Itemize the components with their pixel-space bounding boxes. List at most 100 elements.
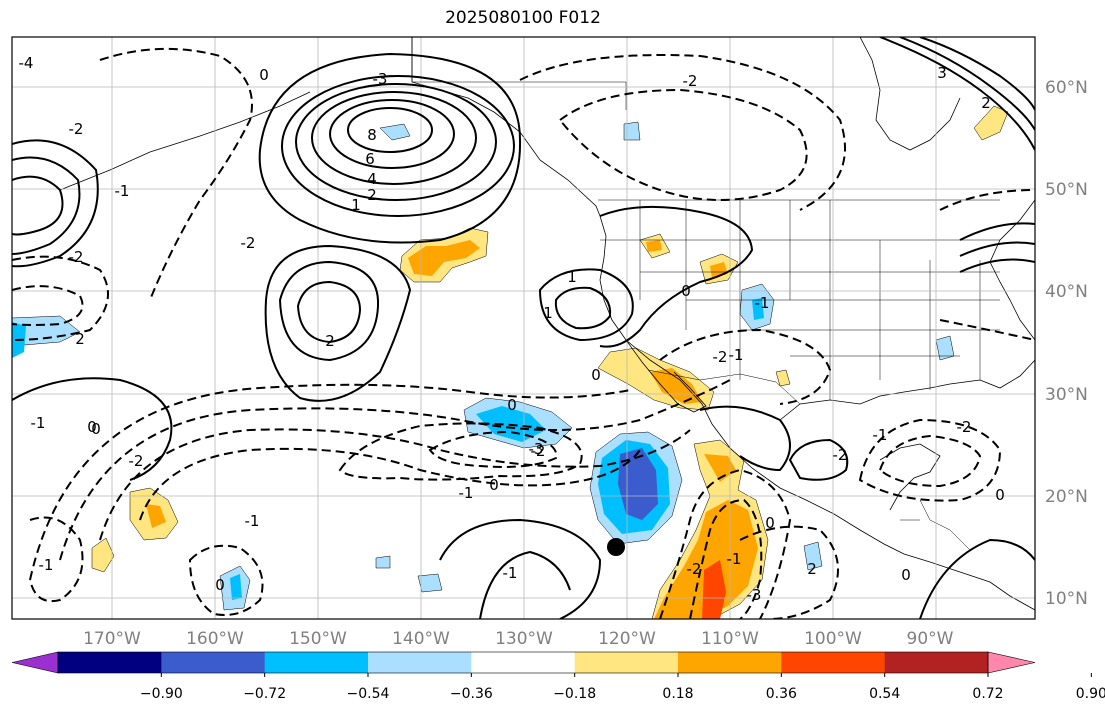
contour-label: 0 bbox=[681, 282, 691, 300]
contour-label: -1 bbox=[727, 550, 742, 568]
contour-low-1 bbox=[347, 107, 433, 153]
contour-label: 2 bbox=[807, 560, 817, 578]
contour-neg-10 bbox=[858, 418, 1002, 502]
colorbar-tick-label: −0.18 bbox=[553, 686, 596, 702]
contour-neg-20 bbox=[939, 189, 1035, 211]
contour-w-4 bbox=[12, 377, 173, 481]
contour-low-2 bbox=[329, 99, 455, 169]
coast-baja bbox=[625, 339, 707, 413]
colorbar-tick-label: −0.54 bbox=[347, 686, 390, 702]
contour-ne-1 bbox=[879, 37, 1035, 151]
lon-tick-90w: 90°W bbox=[907, 629, 954, 649]
map-frame bbox=[11, 36, 1036, 620]
contour-neg-17 bbox=[739, 525, 839, 619]
shade-positive-nepac-core bbox=[408, 240, 480, 276]
contour-label: -2 bbox=[713, 348, 728, 366]
contour-label: 0 bbox=[489, 476, 499, 494]
lat-tick-30n: 30°N bbox=[1045, 385, 1088, 405]
contour-label: 0 bbox=[507, 396, 517, 414]
contour-low-6 bbox=[258, 52, 522, 244]
colorbar-tick-label: 0.18 bbox=[662, 686, 693, 702]
contour-label: -4 bbox=[19, 54, 34, 72]
contour-us-1 bbox=[599, 205, 754, 348]
shade-positive-epac-core bbox=[702, 560, 726, 619]
colorbar-swatch bbox=[678, 652, 782, 673]
colorbar-swatch bbox=[58, 652, 162, 673]
contour-label: -2 bbox=[69, 248, 84, 266]
contour-label: -3 bbox=[373, 70, 388, 88]
contour-neg-15 bbox=[12, 255, 109, 341]
contour-label: -2 bbox=[129, 452, 144, 470]
contour-neg-1 bbox=[139, 447, 641, 521]
shade-positive-epac-mid bbox=[704, 454, 736, 482]
colorbar-tick-label: 0.36 bbox=[766, 686, 797, 702]
lat-tick-10n: 10°N bbox=[1045, 589, 1088, 609]
contour-label: -1 bbox=[503, 564, 518, 582]
lon-tick-150w: 150°W bbox=[289, 629, 347, 649]
contour-neg-5 bbox=[338, 422, 583, 481]
contour-label: 2 bbox=[325, 332, 335, 350]
contour-ne-4 bbox=[959, 222, 1035, 241]
colorbar-extend-low bbox=[11, 651, 59, 674]
lon-tick-120w: 120°W bbox=[598, 629, 656, 649]
contour-se-1 bbox=[919, 538, 1035, 619]
colorbar-swatch bbox=[574, 652, 679, 673]
contour-label: -3 bbox=[747, 586, 762, 604]
contour-low-5 bbox=[281, 75, 515, 217]
contour-label: -1 bbox=[755, 294, 770, 312]
shade-positive-epac-orange bbox=[654, 500, 758, 619]
contour-label: 3 bbox=[937, 64, 947, 82]
contour-label: 1 bbox=[543, 304, 553, 322]
colorbar-frame bbox=[57, 651, 989, 674]
contour-label: 2 bbox=[981, 94, 991, 112]
lat-tick-labels: 60°N 50°N 40°N 30°N 20°N 10°N bbox=[1045, 78, 1088, 609]
contours-negative bbox=[12, 47, 1035, 619]
shade-positive-wpac-small bbox=[91, 537, 115, 573]
shade-positive-texas bbox=[775, 369, 791, 387]
contour-label: -1 bbox=[729, 346, 744, 364]
lat-tick-60n: 60°N bbox=[1045, 78, 1088, 98]
contour-w-2 bbox=[12, 156, 81, 255]
colorbar-tick-label: 0.72 bbox=[972, 686, 1003, 702]
contour-ne-6 bbox=[959, 258, 1035, 273]
shade-negative-west bbox=[12, 315, 81, 347]
contour-label: 0 bbox=[901, 566, 911, 584]
contour-neg-12 bbox=[558, 88, 808, 201]
contour-low-4 bbox=[295, 83, 497, 201]
shade-negative-small-2 bbox=[417, 573, 443, 593]
contour-neg-9 bbox=[659, 328, 832, 405]
coast-aleutians bbox=[59, 91, 311, 191]
shade-positive-baja-core bbox=[650, 368, 702, 404]
lat-tick-40n: 40°N bbox=[1045, 282, 1088, 302]
contour-neg-14 bbox=[99, 47, 253, 301]
border-layer bbox=[411, 37, 1000, 551]
contour-mid-2 bbox=[296, 280, 362, 344]
contour-ne-3 bbox=[919, 37, 1035, 111]
lon-tick-140w: 140°W bbox=[392, 629, 450, 649]
contour-label: -1 bbox=[39, 556, 54, 574]
lat-tick-50n: 50°N bbox=[1045, 180, 1088, 200]
graticule bbox=[12, 37, 1035, 619]
border-alaska bbox=[411, 37, 627, 110]
map-area bbox=[12, 37, 1035, 619]
lon-tick-110w: 110°W bbox=[701, 629, 759, 649]
shade-negative-small-3 bbox=[375, 555, 391, 569]
contour-label: 8 bbox=[367, 126, 377, 144]
contour-label: 0 bbox=[87, 418, 97, 436]
contour-neg-16 bbox=[12, 285, 84, 326]
contour-label: -2 bbox=[957, 418, 972, 436]
shade-positive-wpac-core bbox=[146, 504, 166, 528]
contour-label: 0 bbox=[995, 486, 1005, 504]
colorbar-swatch bbox=[471, 652, 576, 673]
contour-label: 0 bbox=[91, 420, 101, 438]
contour-label: 4 bbox=[367, 170, 377, 188]
lon-tick-160w: 160°W bbox=[186, 629, 244, 649]
lon-tick-170w: 170°W bbox=[83, 629, 141, 649]
contour-label: 0 bbox=[259, 66, 269, 84]
contour-label: 1 bbox=[351, 196, 361, 214]
contour-label: -2 bbox=[833, 446, 848, 464]
contour-mid-1 bbox=[278, 260, 380, 362]
contour-neg-21 bbox=[939, 319, 1035, 341]
contour-label: 0 bbox=[765, 514, 775, 532]
contour-neg-13 bbox=[519, 54, 846, 211]
